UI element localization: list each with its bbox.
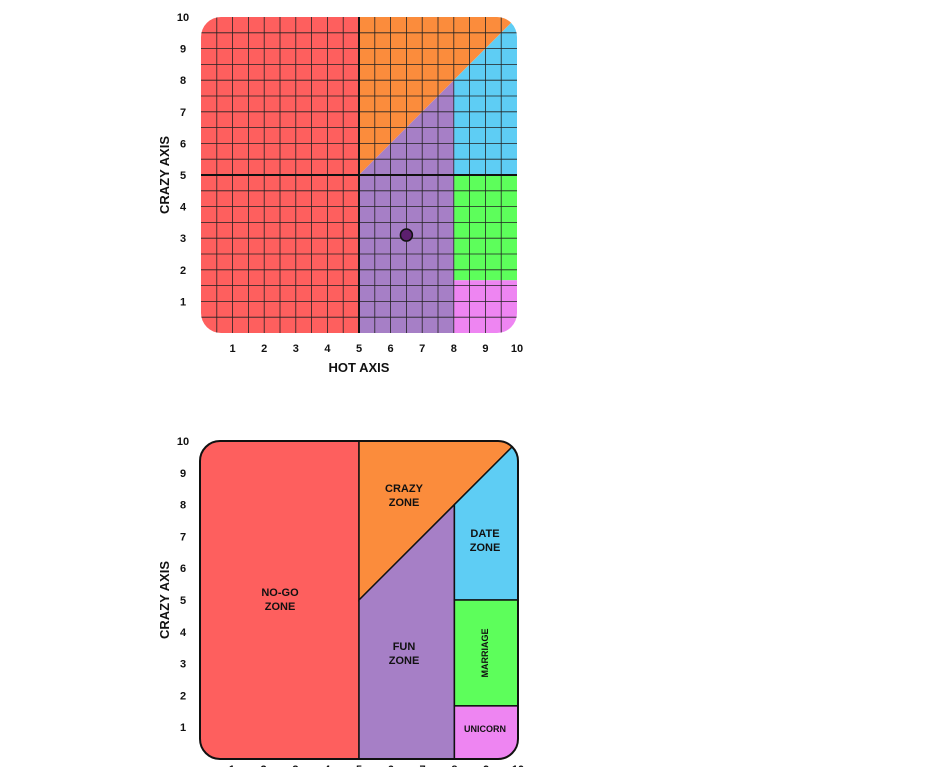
x-tick-label: 3 [293,343,299,355]
date-label-line1: DATE [470,528,499,540]
x-tick-label: 8 [451,343,457,355]
unicorn-zone [453,705,518,759]
y-tick-label: 4 [180,202,187,214]
y-tick-label: 3 [180,233,186,245]
y-tick-label: 1 [180,296,186,308]
data-point [399,228,414,242]
nogo-label-line2: ZONE [265,601,296,613]
date-label-line2: ZONE [470,542,501,554]
x-tick-label: 2 [261,343,267,355]
y-tick-label: 6 [180,138,186,150]
x-tick-label: 10 [511,343,523,355]
y-axis-title: CRAZY AXIS [157,136,172,214]
y-tick-label: 2 [180,690,186,702]
y-tick-label: 5 [180,595,186,607]
nogo-label-line1: NO-GO [261,587,299,599]
x-tick-label: 4 [324,343,331,355]
fun-zone [358,502,456,759]
crazy-label-line2: ZONE [389,497,420,509]
hot-crazy-matrix-grid: 1 2 3 4 5 6 7 8 9 10 1 2 3 4 5 6 7 8 9 10 HOT AXIS CRAZY AXIS [157,12,523,375]
y-tick-label: 5 [180,170,186,182]
unicorn-label: UNICORN [464,724,506,734]
x-axis-title: HOT AXIS [329,360,390,375]
crazy-zone [358,441,518,602]
y-tick-label: 9 [180,468,186,480]
x-tick-label: 6 [388,343,394,355]
x-tick-label: 5 [356,343,362,355]
y-tick-label: 10 [177,436,189,448]
y-tick-label: 10 [177,12,189,24]
crazy-label-line1: CRAZY [385,483,424,495]
fun-label-line1: FUN [393,641,416,653]
x-tick-label: 7 [419,343,425,355]
y-axis-title: CRAZY AXIS [157,561,172,639]
y-tick-label: 2 [180,265,186,277]
nogo-zone [200,441,360,759]
y-tick-label: 7 [180,107,186,119]
y-tick-label: 7 [180,531,186,543]
y-tick-label: 4 [180,627,187,639]
y-tick-label: 8 [180,500,186,512]
y-tick-label: 1 [180,722,186,734]
y-tick-label: 8 [180,75,186,87]
marriage-label: MARRIAGE [480,629,490,678]
marriage-zone [453,599,518,707]
bottom-chart-border [199,440,519,760]
bottom-chart-regions [200,441,518,759]
x-tick-label: 1 [230,343,236,355]
y-tick-label: 3 [180,659,186,671]
y-tick-label: 6 [180,563,186,575]
date-zone [453,441,518,601]
fun-label-line2: ZONE [389,655,420,667]
y-tick-label: 9 [180,44,186,56]
x-tick-label: 9 [482,343,488,355]
